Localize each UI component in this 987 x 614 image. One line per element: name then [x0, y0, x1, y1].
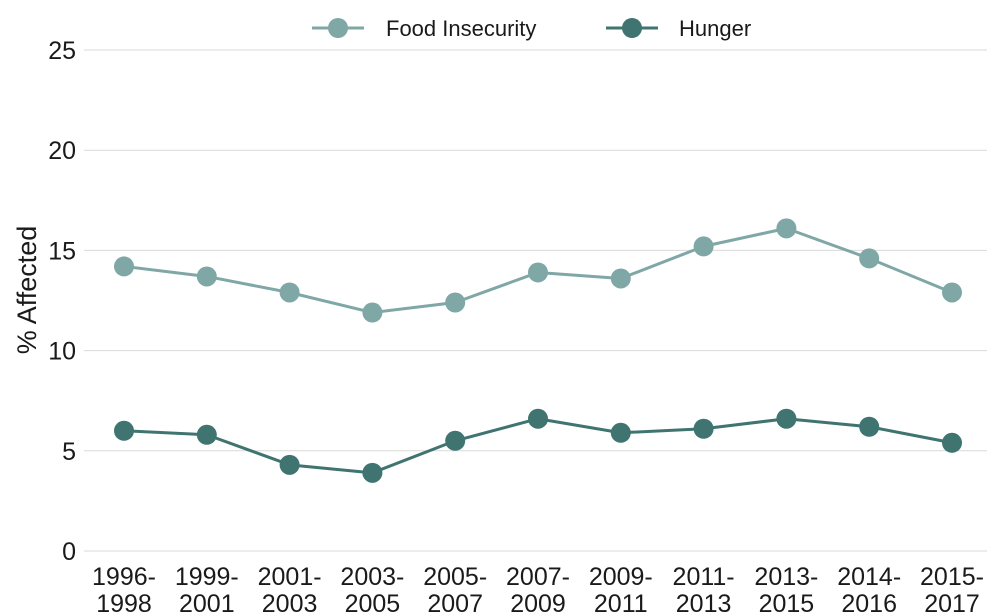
x-tick-label: 2005-2007 [423, 563, 487, 614]
data-point [942, 432, 962, 453]
legend-item: Food Insecurity [312, 16, 536, 41]
x-tick-label-line1: 2014- [837, 563, 901, 591]
data-point [445, 430, 466, 451]
data-point [114, 420, 134, 441]
legend-marker [328, 18, 348, 38]
x-tick-label: 1999-2001 [175, 563, 239, 614]
y-tick-label: 20 [48, 137, 76, 165]
x-tick-label-line1: 2015- [920, 563, 984, 591]
x-tick-label-line1: 2005- [423, 563, 487, 591]
data-point [859, 416, 880, 437]
x-tick-label-line1: 2003- [340, 563, 404, 591]
x-tick-label: 2013-2015 [754, 563, 818, 614]
x-tick-label: 2011-2013 [673, 563, 735, 614]
x-tick-label-line2: 2007 [427, 590, 483, 614]
y-axis-title: % Affected [12, 226, 42, 355]
x-tick-label: 2003-2005 [340, 563, 404, 614]
x-tick-label: 2007-2009 [506, 563, 570, 614]
data-point [610, 268, 631, 289]
data-point [859, 248, 880, 269]
series-0 [114, 218, 962, 323]
data-point [445, 292, 466, 313]
data-point [196, 424, 217, 445]
x-tick-label-line2: 2011 [594, 590, 648, 614]
x-tick-label-line1: 2007- [506, 563, 570, 591]
data-point [693, 236, 714, 257]
x-tick-label-line1: 1999- [175, 563, 239, 591]
data-point [693, 418, 714, 439]
legend-item: Hunger [606, 16, 751, 41]
x-tick-label: 2009-2011 [589, 563, 653, 614]
x-tick-label-line2: 2009 [510, 590, 566, 614]
x-tick-label-line1: 2001- [258, 563, 322, 591]
data-point [610, 422, 631, 443]
x-tick-label-line2: 2005 [345, 590, 401, 614]
x-tick-label: 2001-2003 [258, 563, 322, 614]
x-tick-label-line1: 1996- [92, 563, 156, 591]
legend: Food Insecurity Hunger [312, 16, 751, 41]
y-tick-label: 10 [48, 338, 76, 366]
y-tick-label: 5 [62, 438, 76, 466]
gridlines [84, 49, 987, 552]
x-tick-label-line2: 2017 [924, 590, 980, 614]
x-axis-ticks: 1996-19981999-20012001-20032003-20052005… [92, 563, 984, 614]
y-tick-label: 0 [62, 538, 76, 566]
x-tick-label: 2014-2016 [837, 563, 901, 614]
y-axis-ticks: 0 5 10 15 20 25 [48, 37, 76, 566]
data-point [114, 256, 134, 277]
x-tick-label-line1: 2013- [754, 563, 818, 591]
data-point [279, 454, 300, 475]
data-point [196, 266, 217, 287]
x-tick-label-line2: 1998 [96, 590, 152, 614]
x-tick-label-line2: 2001 [179, 590, 235, 614]
data-point [362, 302, 383, 323]
data-point [942, 282, 962, 303]
x-tick-label-line1: 2011- [673, 563, 735, 591]
legend-label: Food Insecurity [386, 16, 536, 41]
legend-marker [622, 18, 642, 38]
x-tick-label-line2: 2003 [262, 590, 318, 614]
data-point [528, 262, 548, 283]
data-point [528, 408, 548, 429]
data-point [776, 218, 797, 239]
x-tick-label: 1996-1998 [92, 563, 156, 614]
x-tick-label-line2: 2016 [841, 590, 897, 614]
data-point [776, 408, 797, 429]
x-tick-label: 2015-2017 [920, 563, 984, 614]
series [114, 218, 962, 483]
x-tick-label-line1: 2009- [589, 563, 653, 591]
y-tick-label: 25 [48, 37, 76, 65]
y-tick-label: 15 [48, 237, 76, 265]
x-tick-label-line2: 2015 [759, 590, 815, 614]
legend-label: Hunger [679, 16, 751, 41]
x-tick-label-line2: 2013 [676, 590, 732, 614]
data-point [362, 462, 383, 483]
series-1 [114, 408, 962, 483]
data-point [279, 282, 300, 303]
